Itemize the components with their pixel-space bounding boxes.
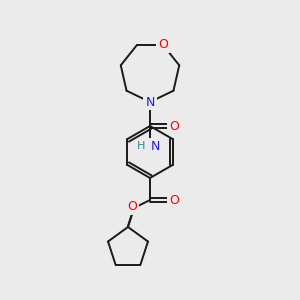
Text: O: O	[169, 119, 179, 133]
Text: N: N	[151, 140, 160, 152]
Text: O: O	[158, 38, 168, 52]
Text: O: O	[127, 200, 137, 214]
Text: N: N	[145, 95, 155, 109]
Text: H: H	[136, 141, 145, 151]
Text: O: O	[169, 194, 179, 206]
